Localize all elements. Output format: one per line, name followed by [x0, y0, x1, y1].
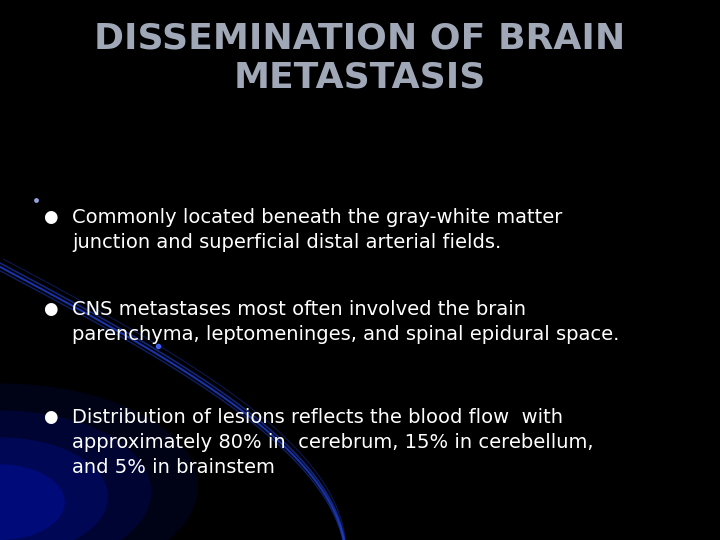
Text: CNS metastases most often involved the brain
parenchyma, leptomeninges, and spin: CNS metastases most often involved the b… — [72, 300, 619, 343]
Text: DISSEMINATION OF BRAIN
METASTASIS: DISSEMINATION OF BRAIN METASTASIS — [94, 22, 626, 95]
Ellipse shape — [0, 437, 108, 540]
Text: Commonly located beneath the gray-white matter
junction and superficial distal a: Commonly located beneath the gray-white … — [72, 208, 562, 252]
Text: ●: ● — [43, 208, 58, 226]
Text: ●: ● — [43, 408, 58, 426]
Text: Distribution of lesions reflects the blood flow  with
approximately 80% in  cere: Distribution of lesions reflects the blo… — [72, 408, 593, 477]
Text: ●: ● — [43, 300, 58, 318]
Ellipse shape — [0, 464, 65, 540]
Ellipse shape — [0, 410, 151, 540]
Ellipse shape — [0, 383, 198, 540]
